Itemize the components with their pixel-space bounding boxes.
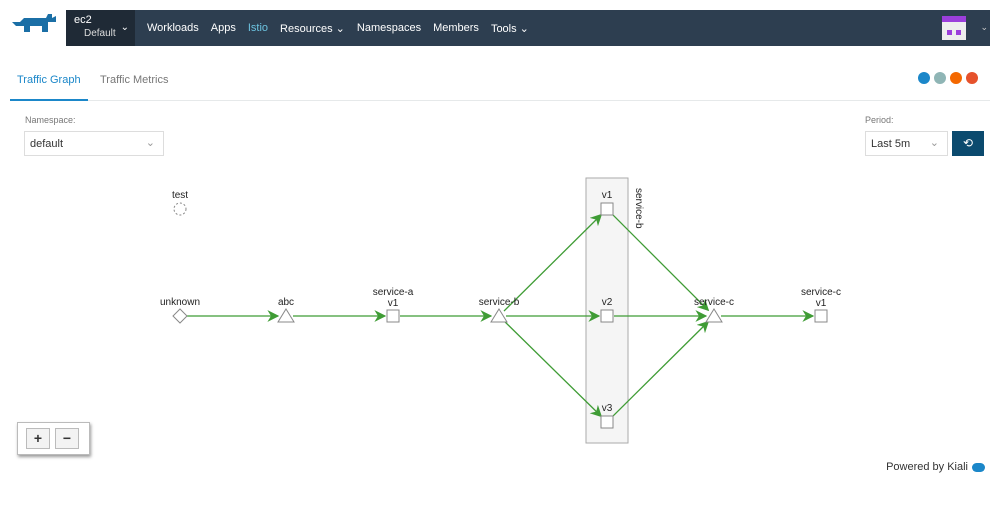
nav-members[interactable]: Members xyxy=(433,22,479,34)
user-avatar[interactable] xyxy=(942,16,966,40)
namespace-value: default xyxy=(30,138,64,150)
node-sb-v2[interactable] xyxy=(600,309,614,323)
jaeger-icon[interactable] xyxy=(934,72,946,84)
namespace-select[interactable]: default ⌄ xyxy=(24,131,164,156)
top-nav: ec2 Default ⌄ Workloads Apps Istio Resourc… xyxy=(66,10,990,46)
tab-traffic-metrics[interactable]: Traffic Metrics xyxy=(100,74,169,86)
namespace-label: Namespace: xyxy=(25,115,76,125)
nav-namespaces[interactable]: Namespaces xyxy=(356,22,422,34)
node-label: service-c xyxy=(694,297,734,308)
tab-traffic-graph[interactable]: Traffic Graph xyxy=(10,74,88,101)
node-test[interactable] xyxy=(173,202,187,216)
rancher-logo xyxy=(12,14,56,32)
nav-resources-label: Resources xyxy=(280,22,333,35)
node-label: v2 xyxy=(602,297,613,308)
nav-apps[interactable]: Apps xyxy=(210,22,236,34)
integration-icons xyxy=(918,72,978,84)
nav-workloads[interactable]: Workloads xyxy=(147,22,199,34)
node-sb-v3[interactable] xyxy=(600,415,614,429)
node-abc[interactable] xyxy=(277,308,295,323)
node-label: service-a xyxy=(373,287,414,298)
prometheus-icon[interactable] xyxy=(966,72,978,84)
grafana-icon[interactable] xyxy=(950,72,962,84)
group-label: service-b xyxy=(633,188,644,229)
node-unknown[interactable] xyxy=(172,308,188,324)
node-sc-v1[interactable] xyxy=(814,309,828,323)
project-name: Default xyxy=(84,28,116,39)
cluster-selector[interactable]: ec2 Default ⌄ xyxy=(66,10,135,46)
edge-sb-v1-sc[interactable] xyxy=(611,213,710,312)
node-label: test xyxy=(172,190,188,201)
edge-sb-sb-v3[interactable] xyxy=(503,320,603,418)
chevron-down-icon: ⌄ xyxy=(929,137,939,149)
nav-istio[interactable]: Istio xyxy=(247,22,269,34)
nav-tools[interactable]: Tools ⌄ xyxy=(490,22,529,35)
period-select[interactable]: Last 5m ⌄ xyxy=(865,131,948,156)
nav-resources[interactable]: Resources ⌄ xyxy=(280,22,345,35)
chevron-down-icon: ⌄ xyxy=(120,22,129,33)
node-label: unknown xyxy=(160,297,200,308)
edge-sb-sb-v1[interactable] xyxy=(503,213,603,312)
kiali-logo-icon xyxy=(972,462,985,472)
node-label: service-b xyxy=(479,297,520,308)
cluster-name: ec2 xyxy=(74,14,92,26)
node-label: v3 xyxy=(602,403,613,414)
zoom-controls: + − xyxy=(17,422,90,455)
node-sa-v1[interactable] xyxy=(386,309,400,323)
node-label: service-c xyxy=(801,287,841,298)
node-sublabel: v1 xyxy=(816,298,827,309)
zoom-in-button[interactable]: + xyxy=(26,428,50,449)
powered-by-text: Powered by Kiali xyxy=(886,461,968,473)
kiali-icon[interactable] xyxy=(918,72,930,84)
tab-bar: Traffic Graph Traffic Metrics xyxy=(10,66,990,101)
nav-tools-label: Tools xyxy=(490,22,517,35)
zoom-out-button[interactable]: − xyxy=(55,428,79,449)
refresh-button[interactable]: ⟲ xyxy=(952,131,984,156)
period-label: Period: xyxy=(865,115,894,125)
node-sublabel: v1 xyxy=(388,298,399,309)
period-value: Last 5m xyxy=(871,138,911,150)
chevron-down-icon[interactable]: ⌄ xyxy=(980,22,988,32)
node-sb[interactable] xyxy=(490,308,508,323)
node-label: abc xyxy=(278,297,294,308)
powered-by-kiali: Powered by Kiali xyxy=(886,461,985,473)
edge-sb-v3-sc[interactable] xyxy=(611,320,710,418)
node-sb-v1[interactable] xyxy=(600,202,614,216)
node-sc[interactable] xyxy=(705,308,723,323)
chevron-down-icon: ⌄ xyxy=(145,137,155,149)
node-label: v1 xyxy=(602,190,613,201)
